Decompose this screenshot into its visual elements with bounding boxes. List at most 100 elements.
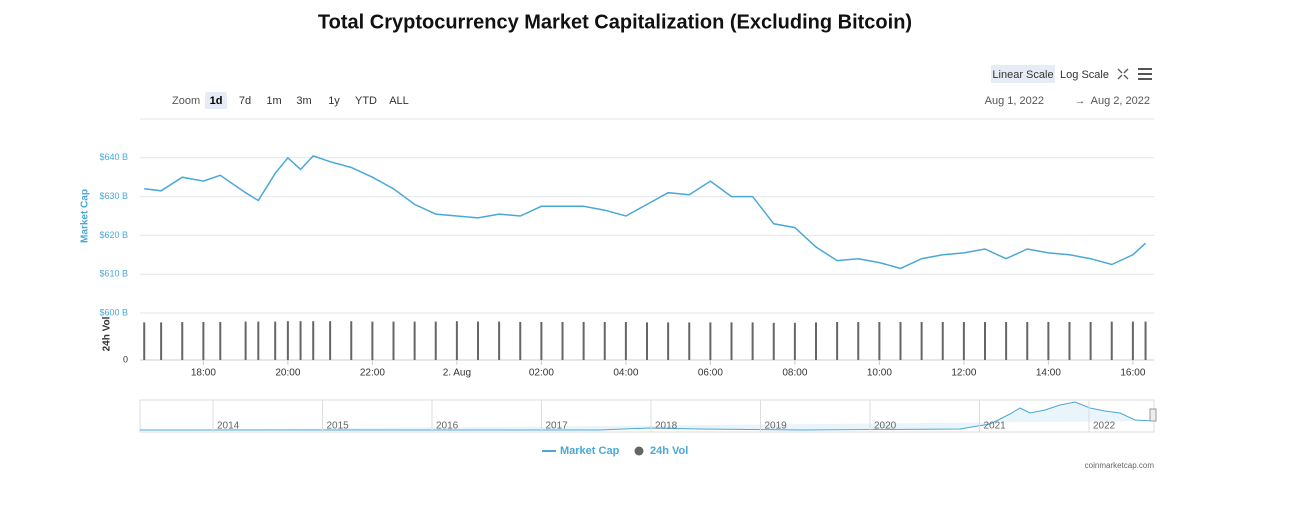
volume-bar — [646, 322, 648, 360]
volume-bar — [920, 322, 923, 360]
volume-bar — [1068, 322, 1071, 360]
scale-button-label[interactable]: Linear Scale — [992, 69, 1053, 81]
zoom-label: Zoom — [172, 95, 200, 107]
navigator-label: 2019 — [765, 421, 788, 432]
zoom-button-label[interactable]: 1m — [266, 95, 281, 107]
volume-bar — [709, 322, 712, 360]
navigator-label: 2017 — [546, 421, 569, 432]
market-cap-line — [144, 155, 1147, 270]
x-tick-label: 12:00 — [951, 368, 976, 379]
credit: coinmarketcap.com — [1085, 461, 1155, 470]
volume-bar — [455, 321, 458, 360]
volume-bar — [899, 322, 902, 360]
y-tick-label: $610 B — [99, 269, 128, 279]
x-tick-label: 22:00 — [360, 368, 385, 379]
volume-bar — [836, 322, 839, 360]
y-tick-label: $640 B — [99, 152, 128, 162]
x-tick-label: 18:00 — [191, 368, 216, 379]
volume-bar — [181, 322, 184, 360]
volume-bar — [1131, 321, 1134, 360]
zoom-button[interactable] — [352, 92, 380, 109]
zoom-button[interactable] — [387, 92, 411, 109]
navigator — [139, 399, 1157, 433]
x-tick-label: 2. Aug — [443, 368, 471, 379]
zoom-button[interactable] — [292, 92, 316, 109]
scale-button-label[interactable]: Log Scale — [1060, 69, 1109, 81]
volume-bar — [143, 322, 146, 360]
x-tick-label: 10:00 — [867, 368, 892, 379]
x-tick-label: 08:00 — [782, 368, 807, 379]
volume-bar — [1110, 321, 1113, 360]
volume-bar — [793, 322, 796, 360]
volume-bar — [299, 321, 302, 360]
volume-bar — [286, 321, 289, 360]
volume-bar — [603, 322, 606, 360]
volume-bar — [392, 321, 395, 360]
volume-bar — [219, 322, 222, 360]
navigator-label: 2016 — [436, 421, 459, 432]
fullscreen-icon[interactable] — [1117, 68, 1129, 80]
x-tick-label: 06:00 — [698, 368, 723, 379]
volume-bar — [1026, 322, 1029, 360]
volume-bar — [274, 321, 277, 360]
volume-bar — [941, 322, 944, 360]
volume-bar — [582, 322, 585, 360]
volume-bar — [1089, 322, 1092, 360]
navigator-label: 2014 — [217, 421, 240, 432]
y2-axis-label: 24h Vol — [102, 316, 113, 351]
scale-button[interactable] — [991, 65, 1055, 83]
zoom-button[interactable] — [323, 92, 345, 109]
volume-bar — [160, 322, 163, 360]
volume-bar — [561, 322, 564, 360]
range-arrow: → — [1075, 95, 1086, 107]
navigator-label: 2021 — [984, 421, 1007, 432]
zoom-button-label[interactable]: 3m — [296, 95, 311, 107]
volume-bar — [624, 322, 627, 360]
zoom-button[interactable] — [234, 92, 256, 109]
volume-bar — [688, 322, 691, 360]
legend-label[interactable]: 24h Vol — [650, 445, 688, 457]
zoom-button[interactable] — [205, 92, 227, 109]
volume-bar — [1047, 322, 1050, 360]
y-tick-label: $600 B — [99, 307, 128, 317]
volume-bar — [751, 322, 754, 360]
volume-bar — [1005, 322, 1008, 360]
navigator-label: 2015 — [327, 421, 350, 432]
volume-bar — [984, 322, 986, 360]
navigator-label: 2022 — [1093, 421, 1116, 432]
menu-icon[interactable] — [1138, 68, 1152, 80]
volume-bar — [413, 321, 416, 360]
range-from: Aug 1, 2022 — [985, 95, 1044, 107]
scale-button[interactable] — [1057, 65, 1112, 83]
x-tick-label: 20:00 — [275, 368, 300, 379]
volume-bar — [667, 322, 670, 360]
zoom-button[interactable] — [263, 92, 285, 109]
volume-bar — [477, 321, 479, 360]
legend-label[interactable]: Market Cap — [560, 445, 620, 457]
volume-bar — [244, 321, 247, 360]
y-tick-label: $620 B — [99, 230, 128, 240]
zoom-button-label[interactable]: 7d — [239, 95, 251, 107]
zoom-button-label[interactable]: ALL — [389, 95, 409, 107]
zoom-button-label[interactable]: 1d — [210, 95, 223, 107]
range-to: Aug 2, 2022 — [1091, 95, 1150, 107]
volume-bar — [519, 322, 522, 360]
x-tick-label: 14:00 — [1036, 368, 1061, 379]
x-tick-label: 02:00 — [529, 368, 554, 379]
navigator-label: 2018 — [655, 421, 678, 432]
volume-bar — [815, 322, 817, 360]
y-axis-label: Market Cap — [80, 189, 91, 243]
legend-dot — [634, 446, 644, 456]
volume-bar — [329, 321, 332, 360]
volume-bar — [371, 321, 374, 360]
zoom-button-label[interactable]: YTD — [355, 95, 377, 107]
y2-tick-label: 0 — [123, 354, 128, 364]
volume-bar — [202, 322, 205, 360]
volume-bar — [730, 322, 733, 360]
volume-bar — [962, 322, 965, 360]
volume-bar — [312, 321, 315, 360]
volume-bar — [498, 321, 501, 360]
zoom-button-label[interactable]: 1y — [328, 95, 340, 107]
volume-bar — [857, 322, 860, 360]
